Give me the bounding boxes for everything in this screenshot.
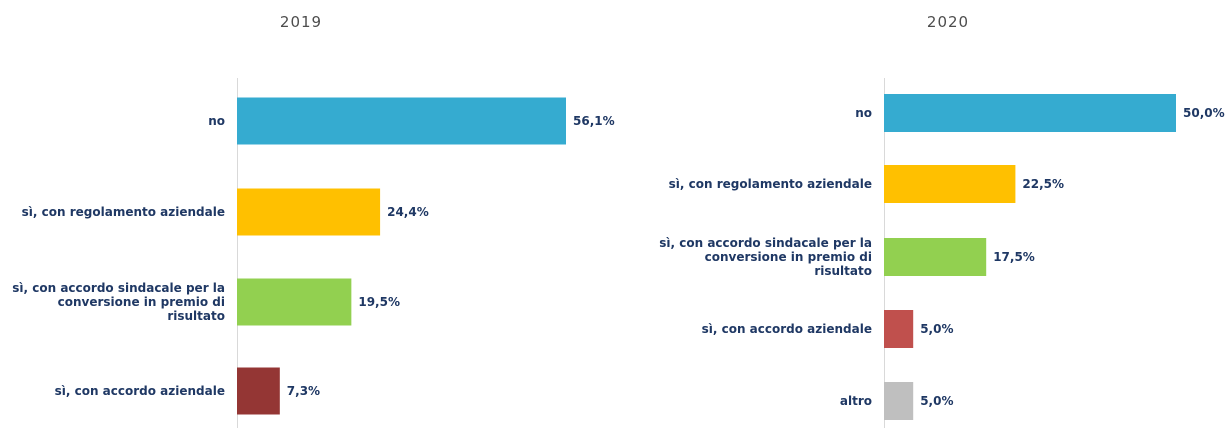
bar xyxy=(884,310,914,348)
category-label: conversione in premio di xyxy=(705,250,872,264)
category-label: sì, con regolamento aziendale xyxy=(669,177,872,191)
data-label: 24,4% xyxy=(387,205,429,219)
bar xyxy=(884,165,1016,203)
chart-2019: 2019 56,1% no 24,4% sì, con regolamento azie… xyxy=(12,13,615,428)
data-label: 7,3% xyxy=(287,384,320,398)
bar xyxy=(237,97,566,145)
category-label: sì, con regolamento aziendale xyxy=(22,205,225,219)
data-label: 50,0% xyxy=(1183,106,1225,120)
data-label: 19,5% xyxy=(358,295,400,309)
category-label: risultato xyxy=(814,264,872,278)
data-label: 5,0% xyxy=(920,322,953,336)
category-label: risultato xyxy=(167,309,225,323)
bar xyxy=(237,367,280,415)
bar xyxy=(884,94,1176,132)
chart-title: 2020 xyxy=(927,13,969,31)
category-label: no xyxy=(208,114,225,128)
chart-title: 2019 xyxy=(280,13,322,31)
bar xyxy=(237,188,381,236)
category-label: conversione in premio di xyxy=(58,295,225,309)
chart-2020: 2020 50,0% no 22,5% sì, con regolamento azie… xyxy=(659,13,1225,428)
bar xyxy=(237,278,352,326)
bar xyxy=(884,238,987,276)
bar xyxy=(884,382,914,420)
data-label: 56,1% xyxy=(573,114,615,128)
category-label: no xyxy=(855,106,872,120)
data-label: 17,5% xyxy=(993,250,1035,264)
data-label: 5,0% xyxy=(920,394,953,408)
category-label: sì, con accordo sindacale per la xyxy=(659,236,872,250)
data-label: 22,5% xyxy=(1022,177,1064,191)
category-label: sì, con accordo aziendale xyxy=(702,322,872,336)
category-label: altro xyxy=(840,394,872,408)
category-label: sì, con accordo aziendale xyxy=(55,384,225,398)
category-label: sì, con accordo sindacale per la xyxy=(12,281,225,295)
